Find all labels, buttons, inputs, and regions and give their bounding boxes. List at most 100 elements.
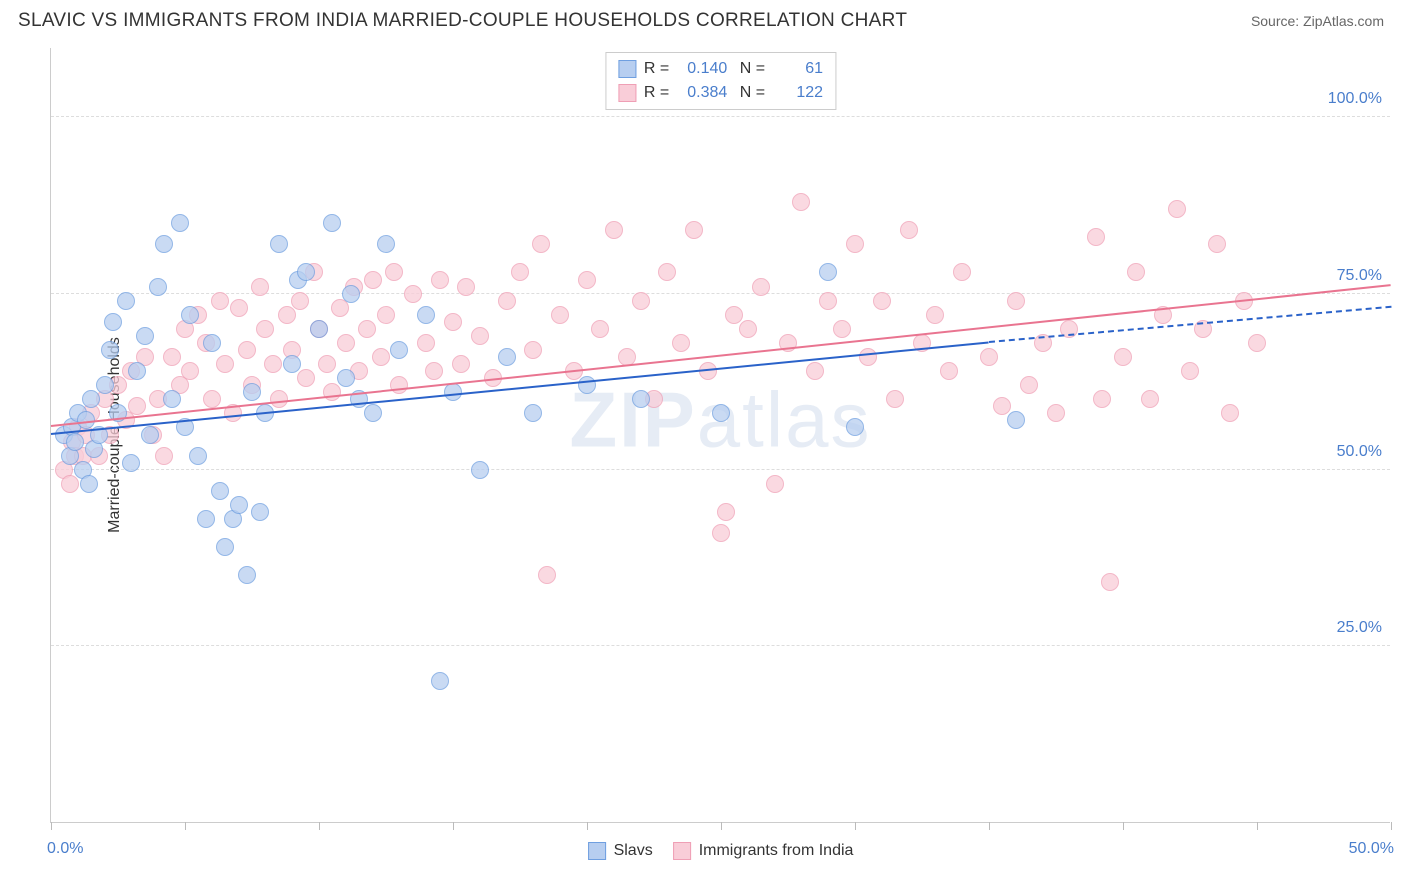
data-point [278, 306, 296, 324]
legend-item-blue: Slavs [588, 842, 653, 860]
data-point [364, 271, 382, 289]
x-tick [855, 822, 856, 830]
data-point [238, 341, 256, 359]
x-tick [1123, 822, 1124, 830]
n-label: N = [735, 81, 765, 105]
data-point [1087, 228, 1105, 246]
x-tick [185, 822, 186, 830]
x-tick [1391, 822, 1392, 830]
data-point [632, 390, 650, 408]
chart-header: SLAVIC VS IMMIGRANTS FROM INDIA MARRIED-… [0, 0, 1406, 38]
data-point [337, 334, 355, 352]
data-point [685, 221, 703, 239]
x-tick [721, 822, 722, 830]
data-point [377, 235, 395, 253]
data-point [953, 263, 971, 281]
data-point [551, 306, 569, 324]
x-tick [989, 822, 990, 830]
x-tick [587, 822, 588, 830]
data-point [291, 292, 309, 310]
data-point [238, 566, 256, 584]
data-point [216, 538, 234, 556]
data-point [136, 327, 154, 345]
x-axis-min-label: 0.0% [47, 840, 83, 858]
data-point [203, 390, 221, 408]
data-point [1114, 348, 1132, 366]
data-point [310, 320, 328, 338]
n-value-pink: 122 [773, 81, 823, 105]
data-point [417, 334, 435, 352]
data-point [80, 475, 98, 493]
data-point [243, 383, 261, 401]
r-label: R = [644, 57, 669, 81]
data-point [1007, 411, 1025, 429]
data-point [270, 235, 288, 253]
data-point [819, 263, 837, 281]
data-point [390, 341, 408, 359]
data-point [96, 376, 114, 394]
y-tick-label: 25.0% [1337, 619, 1382, 637]
data-point [1047, 404, 1065, 422]
data-point [230, 496, 248, 514]
data-point [498, 292, 516, 310]
data-point [444, 313, 462, 331]
data-point [739, 320, 757, 338]
data-point [457, 278, 475, 296]
data-point [431, 672, 449, 690]
data-point [181, 362, 199, 380]
data-point [337, 369, 355, 387]
data-point [538, 566, 556, 584]
data-point [256, 320, 274, 338]
data-point [404, 285, 422, 303]
data-point [471, 327, 489, 345]
data-point [264, 355, 282, 373]
data-point [128, 362, 146, 380]
data-point [101, 341, 119, 359]
data-point [203, 334, 221, 352]
data-point [900, 221, 918, 239]
data-point [171, 214, 189, 232]
data-point [211, 292, 229, 310]
data-point [318, 355, 336, 373]
data-point [1007, 292, 1025, 310]
data-point [66, 433, 84, 451]
swatch-blue [618, 60, 636, 78]
gridline [51, 469, 1390, 470]
data-point [511, 263, 529, 281]
data-point [181, 306, 199, 324]
x-tick [51, 822, 52, 830]
data-point [104, 313, 122, 331]
data-point [452, 355, 470, 373]
n-label: N = [735, 57, 765, 81]
data-point [717, 503, 735, 521]
trend-line-extrapolated [989, 306, 1391, 343]
data-point [672, 334, 690, 352]
data-point [82, 390, 100, 408]
data-point [425, 362, 443, 380]
data-point [819, 292, 837, 310]
data-point [385, 263, 403, 281]
x-tick [453, 822, 454, 830]
data-point [632, 292, 650, 310]
y-tick-label: 100.0% [1328, 90, 1382, 108]
data-point [323, 383, 341, 401]
data-point [498, 348, 516, 366]
chart-title: SLAVIC VS IMMIGRANTS FROM INDIA MARRIED-… [18, 10, 907, 32]
data-point [658, 263, 676, 281]
r-value-blue: 0.140 [677, 57, 727, 81]
data-point [766, 475, 784, 493]
data-point [128, 397, 146, 415]
data-point [358, 320, 376, 338]
legend-label-blue: Slavs [614, 842, 653, 860]
data-point [524, 341, 542, 359]
data-point [141, 426, 159, 444]
data-point [417, 306, 435, 324]
swatch-blue [588, 842, 606, 860]
swatch-pink [673, 842, 691, 860]
data-point [283, 355, 301, 373]
data-point [1093, 390, 1111, 408]
data-point [833, 320, 851, 338]
legend-item-pink: Immigrants from India [673, 842, 854, 860]
data-point [471, 461, 489, 479]
data-point [532, 235, 550, 253]
